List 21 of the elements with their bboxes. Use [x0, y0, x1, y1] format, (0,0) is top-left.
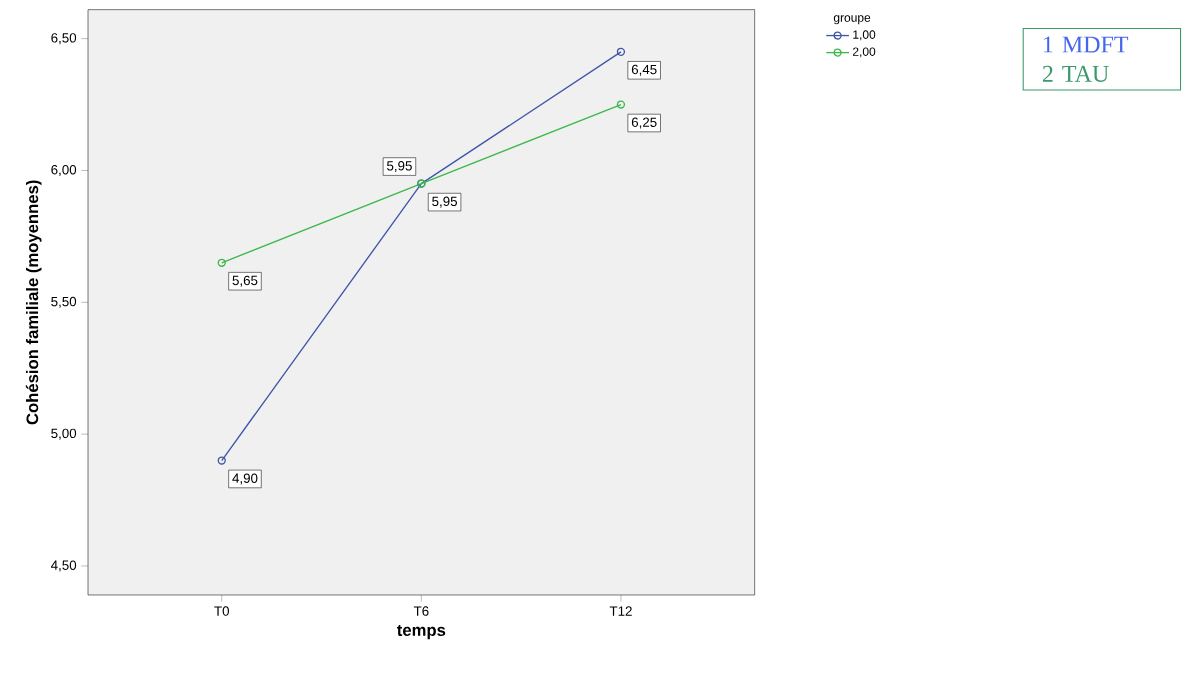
legend-label: 1,00	[853, 30, 876, 41]
x-tick-label: T0	[214, 606, 230, 616]
text: 1 MDFT	[1043, 36, 1129, 53]
text: 2 TAU	[1042, 65, 1109, 82]
y-tick-label: 6,50	[51, 33, 77, 45]
y-tick-label: 5,00	[51, 428, 77, 440]
legend-label: 2,00	[852, 47, 876, 58]
data-label: 6,45	[631, 64, 657, 76]
x-axis-title: temps	[397, 624, 446, 640]
data-label: 4,90	[232, 473, 258, 485]
y-tick-label: 5,50	[51, 296, 77, 308]
data-label: 5,65	[232, 275, 258, 287]
x-tick-label: T12	[609, 606, 632, 616]
data-label: 5,95	[387, 161, 412, 173]
data-label: 5,95	[432, 196, 457, 208]
data-label: 6,25	[631, 117, 657, 129]
y-tick-label: 6,00	[51, 164, 77, 176]
y-axis-title: Cohésion familiale (moyennes)	[25, 180, 42, 425]
x-tick-label: T6	[413, 606, 429, 616]
y-tick-label: 4,50	[50, 560, 77, 572]
legend-title: groupe	[833, 15, 871, 25]
